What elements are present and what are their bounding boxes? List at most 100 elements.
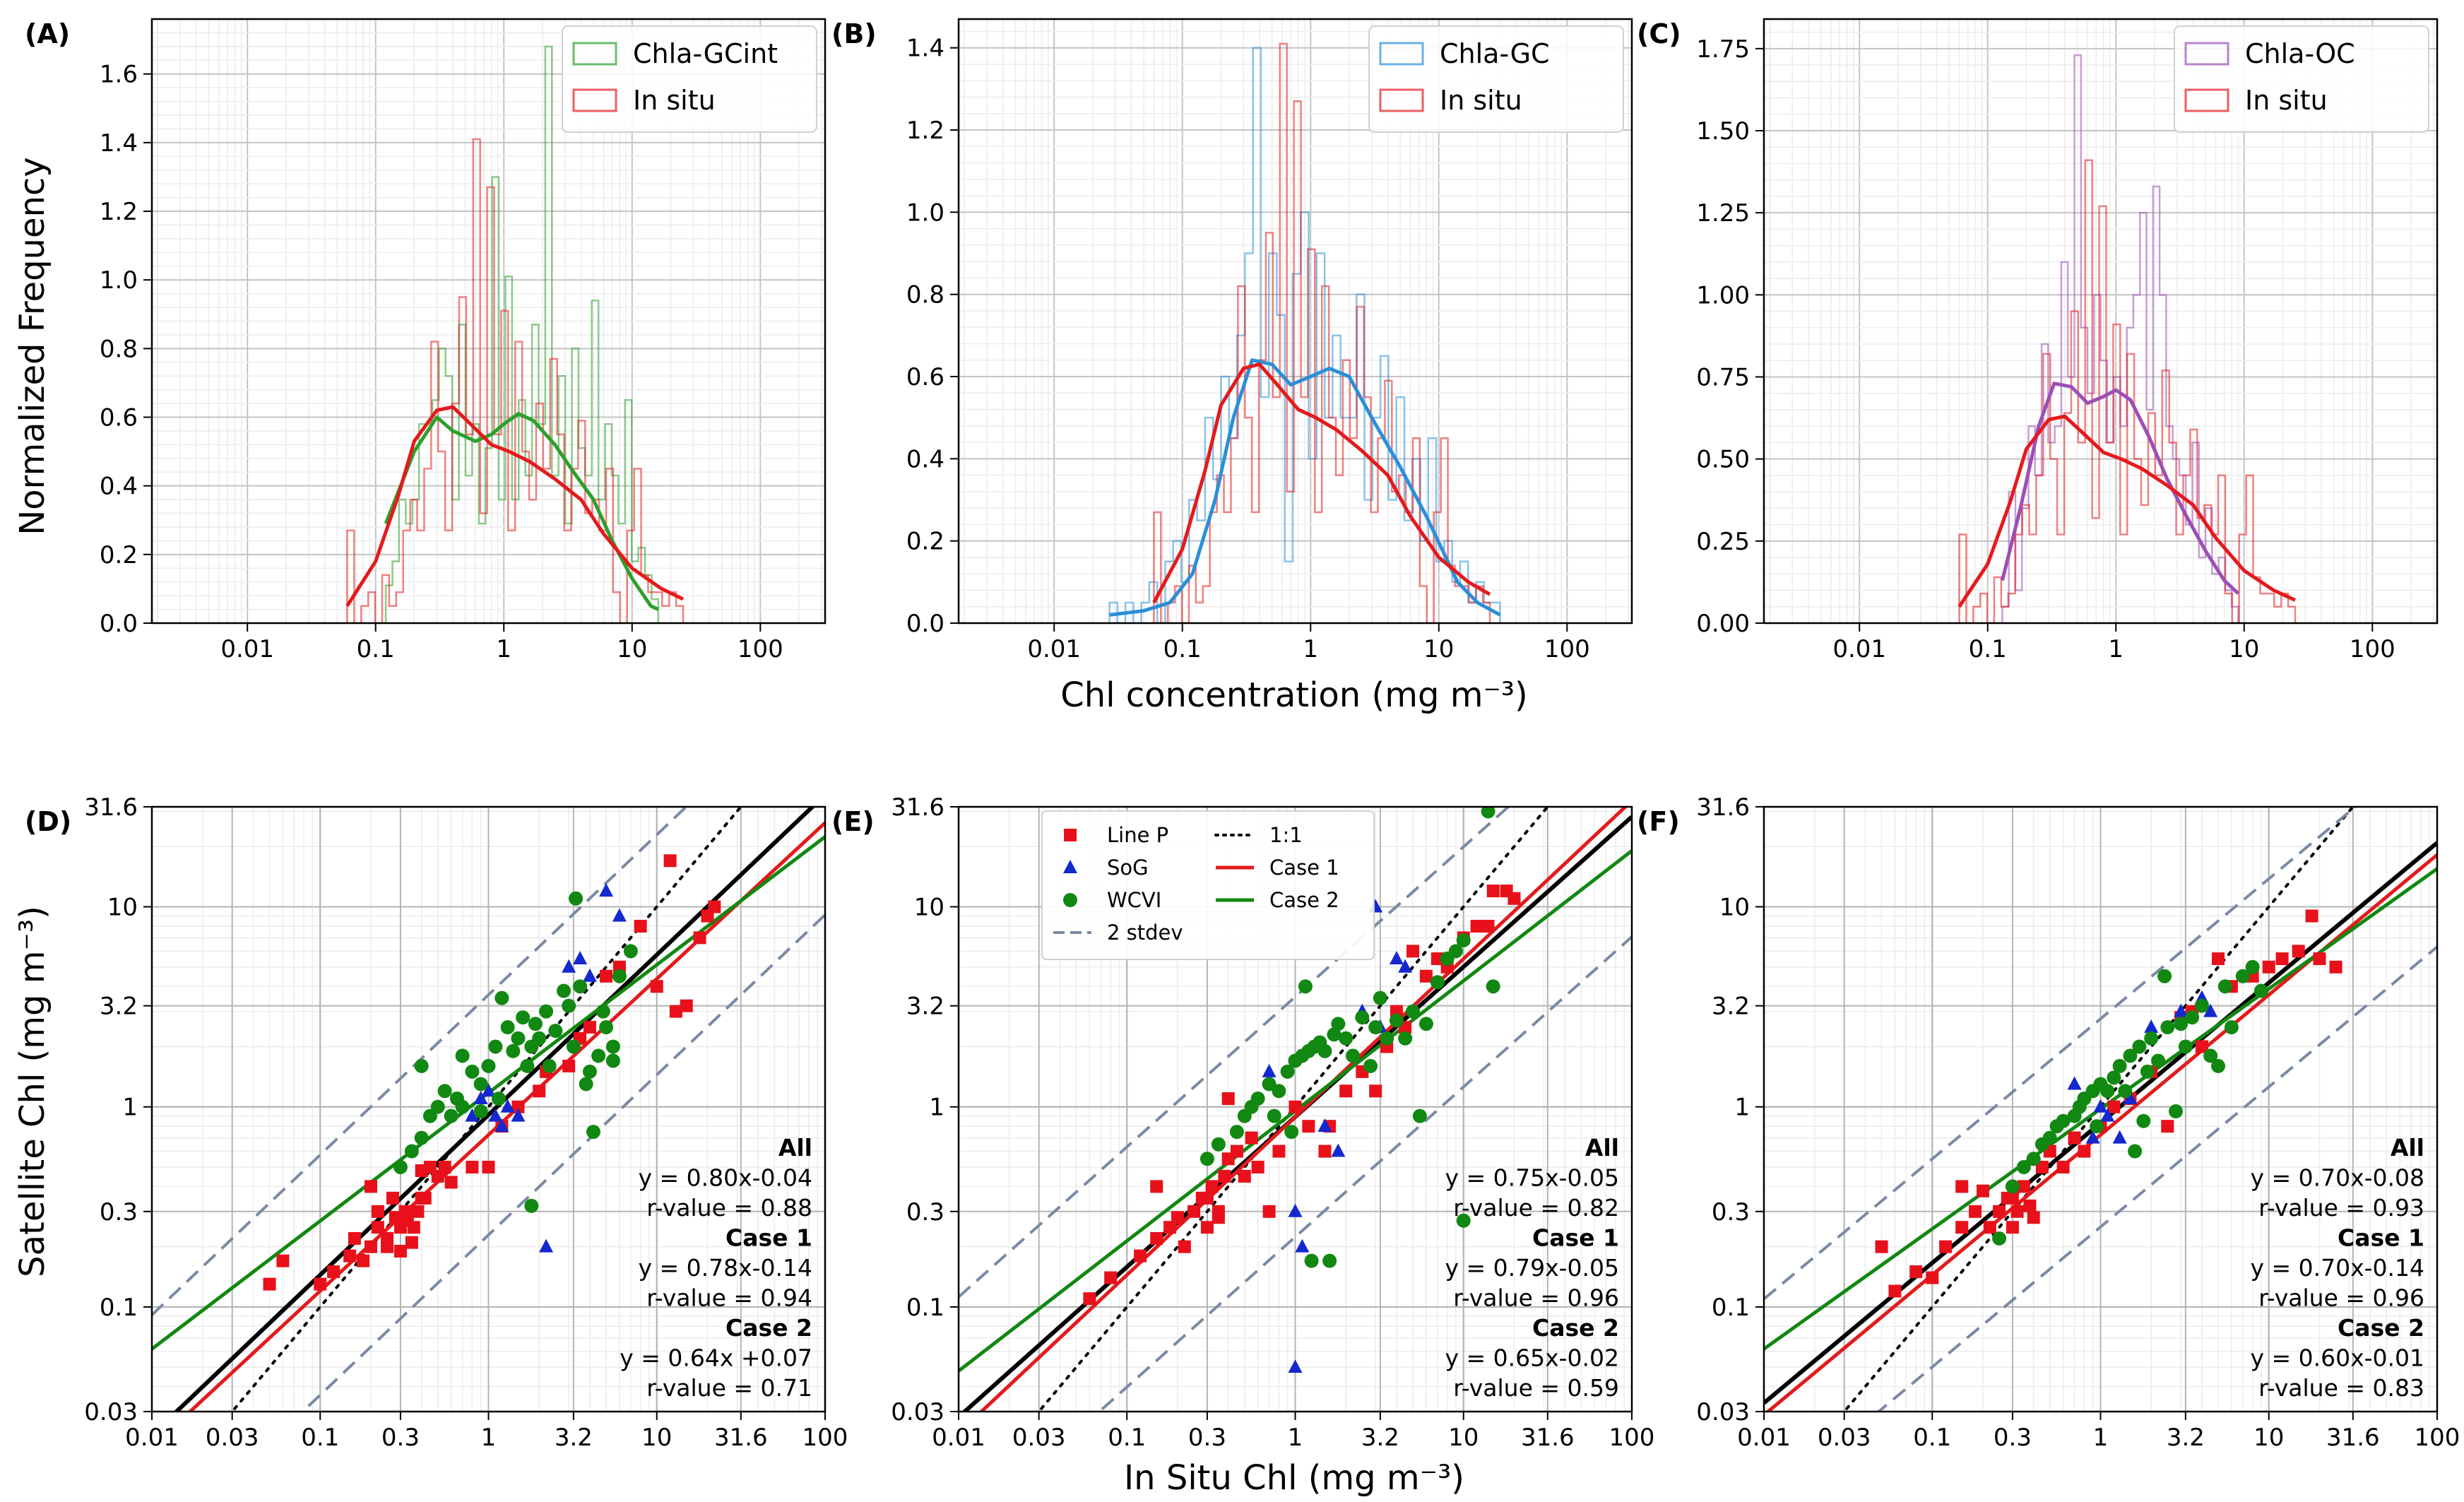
legend-label-in-situ: In situ: [2245, 85, 2328, 116]
series-sog: [2067, 990, 2218, 1144]
point-line-p: [1251, 1160, 1264, 1173]
point-sog: [473, 1090, 488, 1104]
point-line-p: [1083, 1292, 1096, 1306]
point-line-p: [1470, 919, 1483, 933]
point-line-p: [2161, 1120, 2174, 1133]
x-tick-label: 0.01: [1737, 1424, 1791, 1452]
legend-label-line-p: Line P: [1107, 823, 1168, 847]
point-line-p: [1302, 1120, 1315, 1133]
y-tick-label: 0.4: [906, 445, 944, 473]
point-wcvi: [2100, 1084, 2115, 1099]
point-wcvi: [2026, 1152, 2041, 1166]
point-line-p: [364, 1180, 377, 1193]
point-wcvi: [2157, 969, 2172, 983]
y-tick-label: 0.50: [1696, 446, 1750, 474]
point-line-p: [1419, 969, 1433, 983]
series-wcvi: [1200, 807, 1500, 1268]
point-line-p: [438, 1160, 451, 1173]
stats-line: y = 0.70x-0.14: [2250, 1254, 2424, 1282]
point-wcvi: [605, 1039, 620, 1054]
point-sog: [599, 883, 614, 897]
legend-box: [1368, 25, 1624, 133]
stats-line: y = 0.75x-0.05: [1445, 1164, 1619, 1192]
x-tick-label: 0.01: [932, 1424, 985, 1452]
point-sog: [1398, 959, 1413, 973]
x-tick-label: 0.03: [206, 1424, 259, 1452]
point-wcvi: [494, 991, 509, 1005]
point-wcvi: [1229, 1125, 1244, 1140]
fit-line--2-stdev: [152, 807, 689, 1316]
grid: [959, 19, 1632, 623]
legend-label-sog: SoG: [1107, 856, 1149, 880]
stats-line: y = 0.60x-0.01: [2250, 1344, 2424, 1372]
x-tick-label: 0.1: [1108, 1424, 1146, 1452]
point-sog: [612, 908, 627, 922]
point-wcvi: [488, 1039, 503, 1054]
point-line-p: [1205, 1180, 1219, 1193]
point-wcvi: [404, 1144, 419, 1159]
y-axis-title-top: Normalized Frequency: [13, 157, 52, 535]
stats-heading: Case 2: [1532, 1314, 1619, 1342]
point-line-p: [364, 1240, 377, 1253]
y-tick-label: 1: [929, 1094, 944, 1122]
stats-heading: Case 2: [2338, 1314, 2424, 1342]
y-tick-label: 31.6: [891, 793, 944, 822]
series-wcvi: [393, 891, 638, 1213]
point-sog: [1288, 1359, 1303, 1373]
y-tick-label: 1.2: [906, 117, 944, 145]
point-wcvi: [414, 1058, 429, 1073]
point-line-p: [1909, 1265, 1923, 1279]
series-line-p: [1083, 885, 1521, 1306]
point-sog: [2067, 1076, 2082, 1090]
point-line-p: [1875, 1240, 1888, 1253]
point-line-p: [1200, 1221, 1214, 1234]
point-line-p: [2195, 1040, 2208, 1053]
point-wcvi: [516, 1010, 531, 1025]
point-wcvi: [2245, 959, 2260, 974]
point-line-p: [1272, 1145, 1286, 1158]
point-wcvi: [1486, 979, 1500, 994]
point-line-p: [583, 1021, 596, 1034]
point-line-p: [276, 1254, 290, 1267]
point-wcvi: [2056, 1113, 2071, 1128]
y-tick-label: 0.8: [906, 281, 944, 309]
point-line-p: [1150, 1180, 1163, 1193]
y-tick-label: 1.0: [906, 199, 944, 227]
point-wcvi: [579, 1077, 593, 1092]
point-line-p: [511, 1100, 525, 1113]
point-sog: [1389, 951, 1404, 965]
point-wcvi: [2016, 1159, 2031, 1174]
histogram-in-situ: [1153, 42, 1491, 623]
point-line-p: [650, 980, 663, 993]
point-line-p: [1187, 1205, 1201, 1218]
point-line-p: [2023, 1199, 2037, 1212]
point-line-p: [1969, 1205, 1982, 1218]
point-wcvi: [1280, 1064, 1295, 1079]
y-tick-label: 0.3: [100, 1198, 138, 1226]
legend-swatch-chla-oc: [2184, 42, 2229, 66]
point-wcvi: [1331, 1017, 1346, 1031]
kde-curve-in-situ: [345, 405, 685, 608]
point-wcvi: [1430, 975, 1445, 990]
y-tick-label: 0.0: [100, 610, 138, 638]
y-tick-label: 0.3: [906, 1198, 944, 1226]
point-line-p: [1238, 1169, 1251, 1183]
legend-box: [1041, 810, 1375, 960]
point-wcvi: [1272, 1084, 1286, 1099]
point-sog: [573, 951, 588, 965]
point-sog: [465, 1108, 480, 1122]
point-sog: [1262, 1063, 1277, 1077]
point-wcvi: [2160, 1020, 2175, 1035]
point-wcvi: [414, 1130, 429, 1145]
point-line-p: [1993, 1205, 2006, 1218]
stats-heading: Case 1: [1532, 1224, 1619, 1252]
y-tick-label: 3.2: [906, 993, 944, 1021]
point-wcvi: [548, 1024, 563, 1039]
stats-line: y = 0.78x-0.14: [638, 1254, 812, 1282]
legend-marker-circle: [1063, 893, 1077, 907]
stats-line: r-value = 0.83: [2258, 1374, 2424, 1402]
point-wcvi: [1250, 1091, 1265, 1106]
point-wcvi: [569, 891, 584, 906]
point-wcvi: [473, 1077, 488, 1092]
